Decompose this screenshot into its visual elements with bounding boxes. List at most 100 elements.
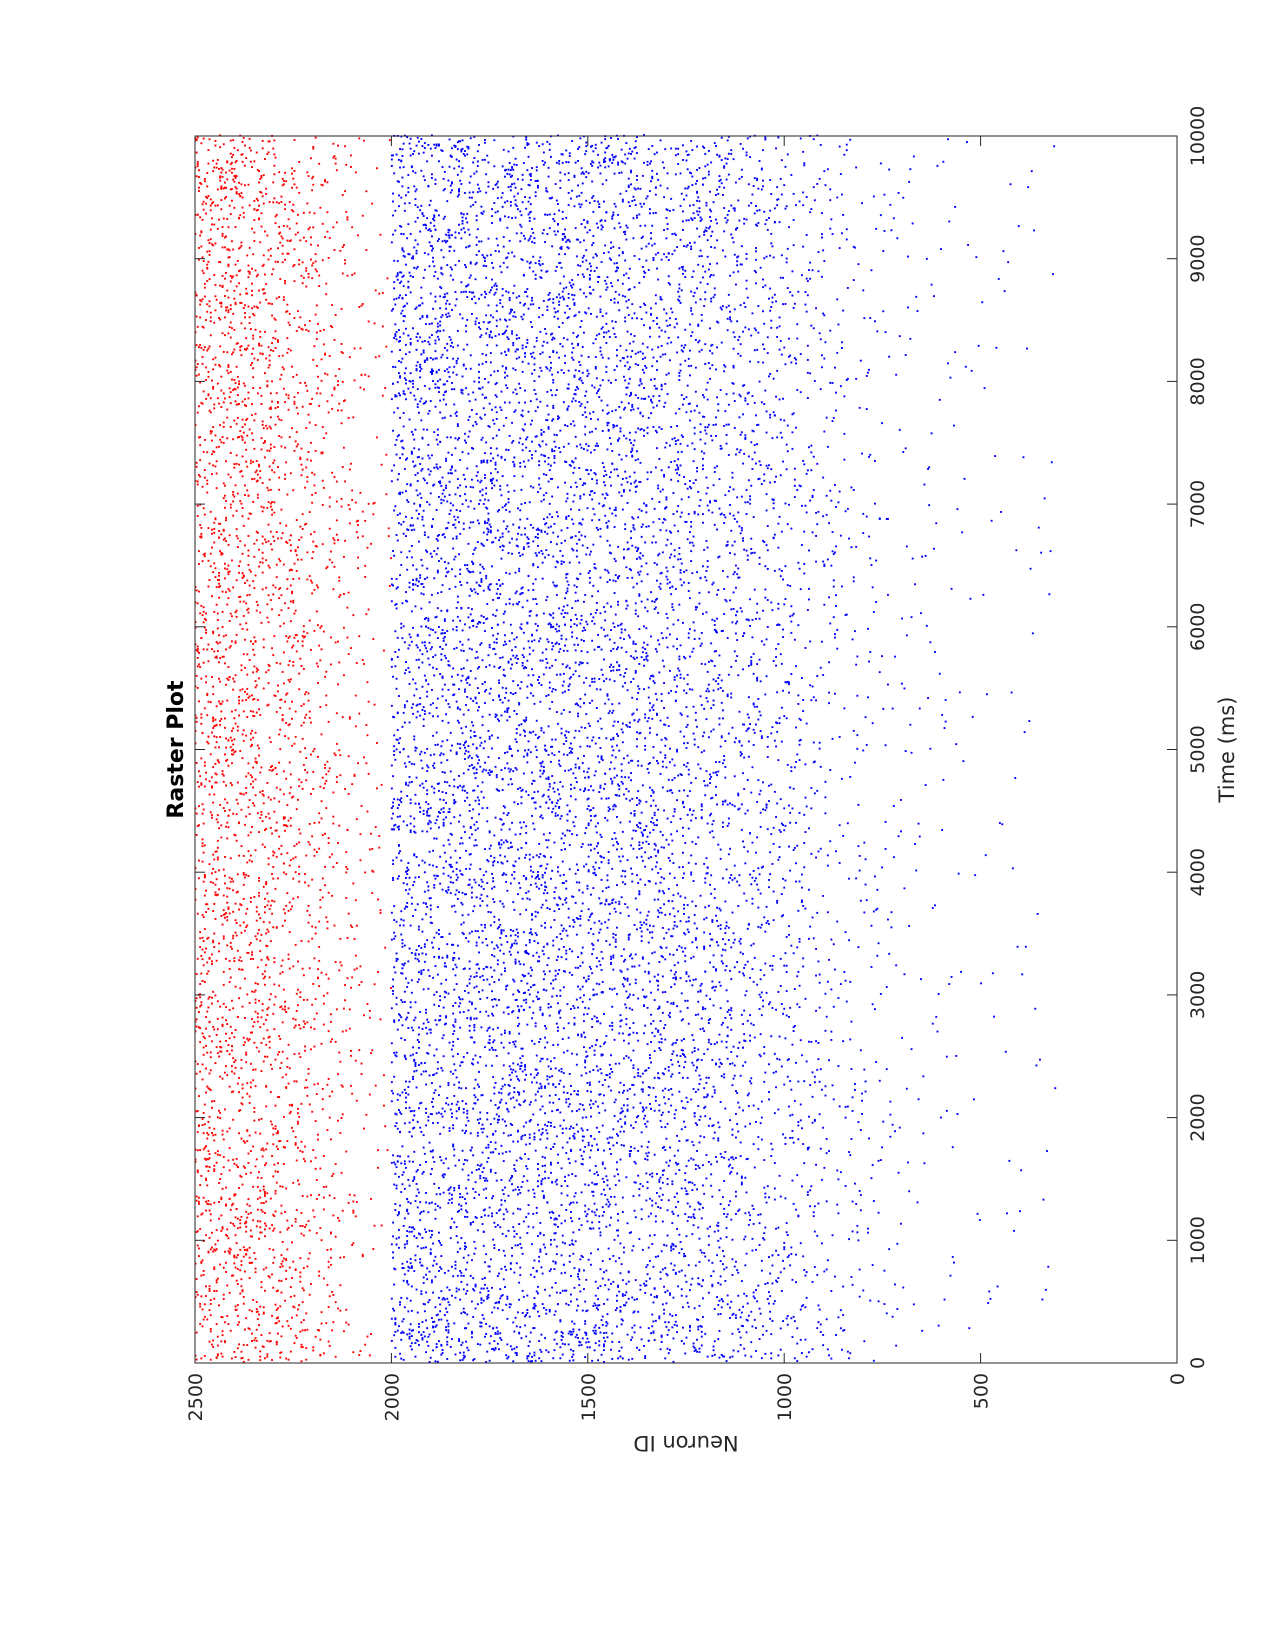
- spike-dot: [222, 1297, 225, 1300]
- spike-dot: [247, 397, 250, 400]
- spike-dot: [776, 336, 779, 338]
- spike-dot: [199, 1005, 202, 1008]
- spike-dot: [284, 919, 287, 922]
- spike-dot: [749, 1034, 751, 1037]
- spike-dot: [209, 316, 212, 319]
- spike-dot: [931, 1022, 934, 1025]
- spike-dot: [206, 482, 209, 485]
- spike-dot: [209, 881, 212, 883]
- spike-dot: [760, 1357, 763, 1360]
- spike-dot: [778, 856, 781, 859]
- spike-dot: [240, 1285, 243, 1288]
- spike-dot: [271, 380, 274, 383]
- spike-dot: [274, 423, 277, 426]
- spike-dot: [203, 981, 206, 983]
- spike-dot: [769, 481, 772, 484]
- spike-dot: [759, 789, 762, 792]
- spike-dot: [229, 857, 232, 860]
- spike-dot: [266, 1355, 269, 1358]
- spike-dot: [224, 1250, 226, 1253]
- spike-dot: [829, 188, 832, 191]
- spike-dot: [351, 499, 354, 501]
- spike-dot: [771, 1264, 774, 1267]
- spike-dot: [239, 560, 242, 563]
- spike-dot: [812, 937, 815, 940]
- spike-dot: [279, 748, 282, 751]
- spike-dot: [287, 679, 290, 681]
- spike-dot: [229, 506, 232, 509]
- spike-dot: [335, 533, 338, 536]
- spike-dot: [791, 1179, 794, 1182]
- spike-dot: [987, 1302, 990, 1304]
- spike-dot: [291, 365, 294, 368]
- spike-dot: [837, 323, 840, 326]
- spike-dot: [330, 1263, 332, 1266]
- spike-dot: [302, 668, 305, 670]
- spike-dot: [209, 238, 212, 241]
- spike-dot: [885, 1312, 888, 1315]
- spike-dot: [845, 1000, 848, 1003]
- spike-dot: [287, 1082, 290, 1085]
- spike-dot: [788, 1105, 790, 1108]
- spike-dot: [769, 1272, 772, 1275]
- spike-dot: [264, 440, 266, 442]
- spike-dot: [829, 227, 832, 230]
- spike-dot: [1015, 549, 1018, 552]
- spike-dot: [203, 286, 206, 289]
- spike-dot: [378, 355, 381, 358]
- spike-dot: [763, 643, 766, 646]
- spike-dot: [261, 265, 264, 267]
- spike-dot: [284, 912, 287, 915]
- spike-dot: [856, 655, 859, 658]
- spike-dot: [262, 202, 265, 205]
- spike-dot: [327, 1266, 330, 1269]
- spike-dot: [346, 218, 349, 221]
- spike-dot: [200, 346, 203, 349]
- spike-dot: [295, 1336, 298, 1339]
- spike-dot: [287, 321, 290, 324]
- spike-dot: [841, 1348, 843, 1351]
- spike-dot: [765, 991, 768, 994]
- spike-dot: [279, 728, 282, 731]
- spike-dot: [294, 440, 297, 443]
- spike-dot: [792, 1202, 795, 1205]
- spike-dot: [759, 969, 762, 971]
- spike-dot: [252, 347, 255, 350]
- spike-dot: [288, 967, 291, 970]
- spike-dot: [300, 781, 303, 784]
- spike-dot: [320, 183, 323, 186]
- spike-dot: [764, 1192, 767, 1195]
- spike-dot: [828, 1354, 830, 1357]
- spike-dot: [359, 859, 362, 862]
- spike-dot: [272, 1213, 275, 1216]
- spike-dot: [232, 889, 235, 892]
- spike-dot: [795, 665, 797, 668]
- spike-dot: [308, 717, 311, 719]
- spike-dot: [265, 559, 268, 562]
- spike-dot: [756, 611, 759, 614]
- spike-dot: [317, 387, 319, 390]
- spike-dot: [201, 845, 204, 848]
- spike-dot: [750, 1310, 753, 1313]
- spike-dot: [315, 338, 318, 340]
- spike-dot: [279, 1356, 282, 1359]
- spike-dot: [768, 1256, 770, 1258]
- spike-dot: [195, 716, 198, 719]
- spike-dot: [994, 455, 997, 457]
- spike-dot: [809, 1205, 812, 1208]
- spike-dot: [1013, 1229, 1015, 1232]
- spike-dot: [374, 356, 377, 359]
- spike-dot: [380, 463, 383, 466]
- spike-dot: [231, 1049, 233, 1052]
- spike-dot: [307, 921, 310, 924]
- spike-dot: [235, 422, 238, 425]
- spike-dot: [254, 760, 257, 763]
- spike-dot: [232, 514, 235, 517]
- spike-dot: [849, 138, 852, 141]
- spike-dot: [215, 741, 218, 744]
- spike-dot: [318, 1274, 321, 1277]
- spike-dot: [797, 1124, 800, 1127]
- spike-dot: [214, 1062, 217, 1064]
- spike-dot: [293, 562, 296, 565]
- spike-dot: [255, 609, 258, 612]
